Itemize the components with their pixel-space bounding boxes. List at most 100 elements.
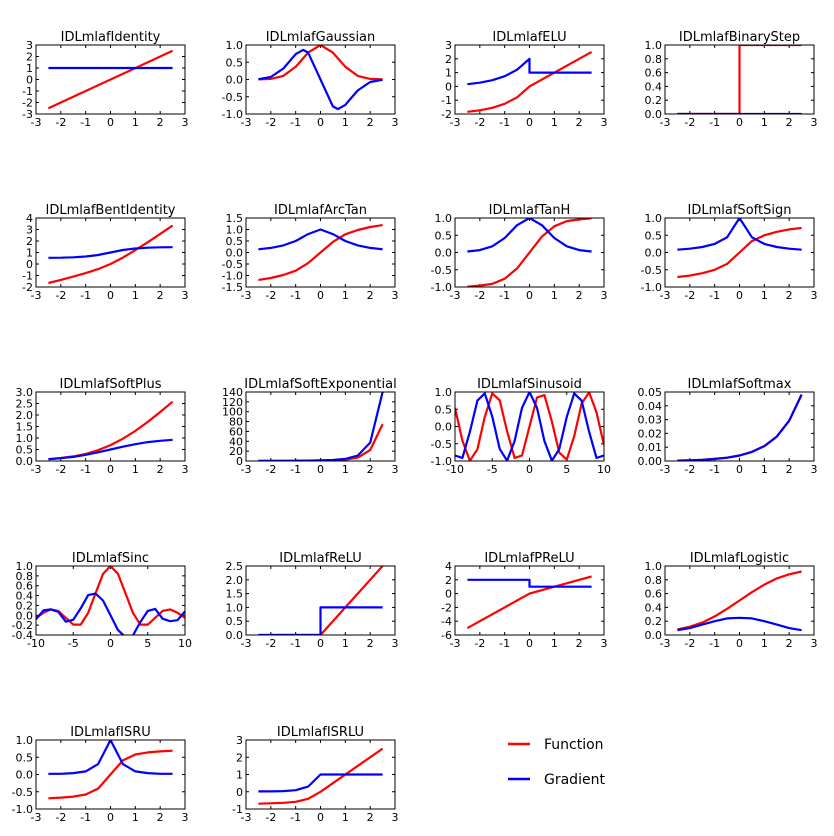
function-series-line (467, 218, 592, 287)
x-tick-label: 3 (601, 116, 608, 129)
x-tick-label: -1 (709, 463, 720, 476)
y-tick-label: 0.04 (638, 400, 663, 413)
chart-panel: IDLmlafReLU -3 -2 -1 0 1 2 3 0.00.51.01.52.02.5 (226, 551, 399, 650)
x-tick-label: -3 (31, 811, 42, 824)
chart-panel: IDLmlafBinaryStep -3 -2 -1 0 1 2 3 0.00.20.40.60… (645, 30, 818, 129)
function-series-line (36, 566, 185, 626)
x-tick-label: 3 (392, 463, 399, 476)
chart-title: IDLmlafSinusoid (477, 377, 582, 392)
y-tick-label: -1.0 (431, 455, 452, 468)
y-tick-label: -1 (441, 94, 452, 107)
x-tick-label: 3 (811, 463, 818, 476)
y-tick-label: 1.0 (16, 432, 34, 445)
y-tick-label: 1.5 (16, 421, 34, 434)
chart-panel: IDLmlafSinusoid -10 -5 0 5 10 -1.0 -0.5 0.0 0.5 1.… (431, 377, 611, 476)
plot-frame (245, 44, 396, 115)
x-tick-label: -2 (474, 637, 485, 650)
plot-frame (35, 565, 186, 636)
gradient-series-line (36, 592, 185, 635)
x-tick-label: -2 (55, 116, 66, 129)
x-tick-label: 0 (526, 637, 533, 650)
x-tick-label: 3 (182, 811, 189, 824)
y-tick-label: 0.6 (645, 588, 663, 601)
x-tick-label: -1 (290, 289, 301, 302)
function-series-line (467, 50, 593, 113)
y-tick-label: -1 (22, 85, 33, 98)
plot-frame (454, 565, 605, 636)
y-tick-label: 2 (445, 53, 452, 66)
gradient-series-line (48, 740, 173, 775)
x-tick-label: 0 (317, 289, 324, 302)
x-tick-label: 3 (392, 116, 399, 129)
plot-frame (245, 565, 396, 636)
plot-frame (664, 391, 815, 462)
y-tick-label: -1 (232, 803, 243, 816)
function-series-line (47, 49, 174, 110)
y-tick-label: 2 (236, 751, 243, 764)
y-tick-label: 3 (26, 224, 33, 237)
x-tick-label: 2 (786, 289, 793, 302)
x-tick-label: -3 (31, 116, 42, 129)
x-tick-label: -1 (499, 116, 510, 129)
y-tick-label: 0.5 (226, 615, 244, 628)
function-series-line (677, 45, 802, 114)
y-tick-label: 3 (236, 734, 243, 747)
y-tick-label: 0 (26, 258, 33, 271)
chart-title: IDLmlafArcTan (274, 203, 367, 218)
plot-frame (35, 217, 186, 288)
y-tick-label: -1.5 (222, 281, 243, 294)
x-tick-label: -1 (709, 289, 720, 302)
y-tick-label: 0.8 (645, 574, 663, 587)
x-tick-label: -2 (474, 289, 485, 302)
x-tick-label: 1 (132, 811, 139, 824)
x-tick-label: -1 (290, 463, 301, 476)
x-tick-label: 2 (157, 116, 164, 129)
y-tick-label: 2 (445, 574, 452, 587)
y-tick-label: 0.0 (16, 455, 34, 468)
x-tick-label: 1 (342, 811, 349, 824)
x-tick-label: 2 (367, 463, 374, 476)
chart-title: IDLmlafLogistic (690, 551, 789, 566)
gradient-series-line (467, 218, 592, 253)
y-tick-label: -1.0 (641, 281, 662, 294)
chart-panel: IDLmlafSoftExponential-3 -2 -1 0 1 2 302040608… (222, 377, 399, 476)
x-tick-label: 2 (786, 637, 793, 650)
plot-frame (664, 217, 815, 288)
gradient-series-line (455, 392, 604, 461)
x-tick-label: -2 (265, 811, 276, 824)
x-tick-label: 1 (132, 289, 139, 302)
y-tick-label: -0.4 (12, 629, 33, 642)
y-tick-label: 0.0 (226, 629, 244, 642)
gradient-series-line (258, 773, 383, 793)
x-tick-label: -2 (684, 463, 695, 476)
x-tick-label: 1 (132, 116, 139, 129)
plot-frame (454, 391, 605, 462)
x-tick-label: 5 (144, 637, 151, 650)
x-tick-label: -3 (241, 289, 252, 302)
x-tick-label: -2 (55, 289, 66, 302)
x-tick-label: 2 (157, 289, 164, 302)
chart-title: IDLmlafPReLU (484, 551, 574, 566)
y-tick-label: -4 (441, 615, 452, 628)
chart-title: IDLmlafISRU (70, 725, 151, 740)
x-tick-label: -10 (446, 463, 464, 476)
x-tick-label: 1 (761, 289, 768, 302)
y-tick-label: 3 (445, 39, 452, 52)
x-tick-label: -3 (31, 289, 42, 302)
x-tick-label: 3 (811, 116, 818, 129)
x-tick-label: -2 (474, 116, 485, 129)
y-tick-label: -6 (441, 629, 452, 642)
y-tick-label: 0.0 (435, 421, 453, 434)
x-tick-label: -2 (55, 811, 66, 824)
x-tick-label: 1 (551, 116, 558, 129)
x-tick-label: 3 (392, 637, 399, 650)
x-tick-label: 0 (736, 637, 743, 650)
x-tick-label: 2 (576, 637, 583, 650)
function-series-line (48, 749, 173, 800)
y-tick-label: 3 (26, 39, 33, 52)
x-tick-label: -1 (80, 289, 91, 302)
function-series-line (677, 226, 802, 279)
x-tick-label: 3 (392, 811, 399, 824)
